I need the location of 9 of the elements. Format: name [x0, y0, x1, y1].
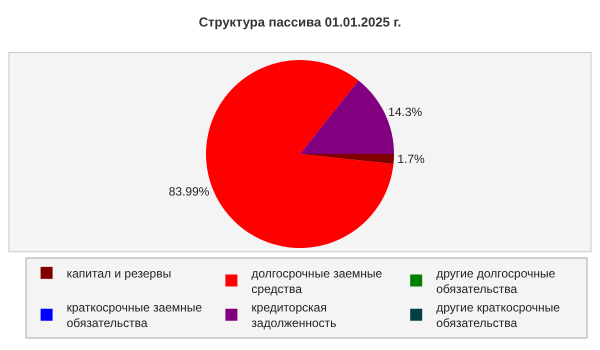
legend-label: краткосрочные заемные обязательства — [66, 300, 202, 330]
legend-label: капитал и резервы — [66, 266, 172, 281]
chart-title: Структура пассива 01.01.2025 г. — [198, 14, 402, 30]
pie-slice — [300, 154, 394, 164]
legend-label: кредиторская задолженность — [251, 300, 336, 330]
data-label: 1.7% — [397, 152, 426, 166]
data-label: 83.99% — [168, 184, 210, 198]
legend-label: другие краткосрочные обязательства — [436, 300, 560, 330]
data-label: 14.3% — [388, 104, 423, 119]
